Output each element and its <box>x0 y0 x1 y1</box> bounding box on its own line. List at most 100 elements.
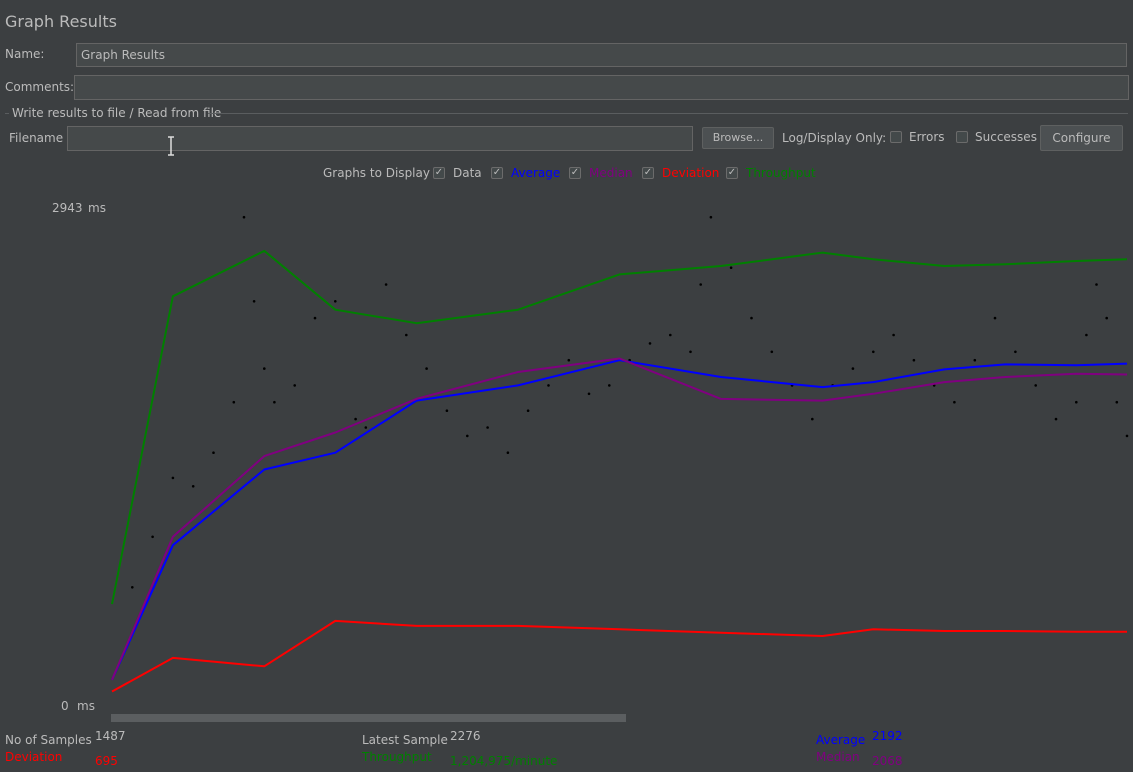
data-point <box>567 358 571 362</box>
y-axis-max: 2943 <box>52 201 83 215</box>
data-point <box>699 283 702 286</box>
y-axis-max-unit: ms <box>88 201 106 215</box>
deviation-legend-label: Deviation <box>662 166 720 180</box>
data-point <box>354 417 357 421</box>
data-point <box>892 333 895 337</box>
data-point <box>953 400 956 404</box>
data-point <box>334 300 337 303</box>
log-display-label: Log/Display Only: <box>782 131 887 145</box>
comments-input[interactable] <box>74 75 1129 100</box>
data-point <box>872 350 875 354</box>
data-point <box>151 535 154 539</box>
data-point <box>1105 316 1108 320</box>
data-point <box>912 358 916 362</box>
latest-sample-value: 2276 <box>450 729 481 743</box>
data-point <box>648 342 652 345</box>
successes-label: Successes <box>975 130 1037 144</box>
data-point <box>466 434 469 438</box>
deviation-stat-value: 695 <box>95 754 118 768</box>
data-point <box>770 350 774 354</box>
data-point <box>973 358 977 362</box>
group-border-right <box>208 113 1128 114</box>
data-point <box>608 384 611 387</box>
data-point <box>242 215 246 219</box>
data-point <box>811 417 814 421</box>
data-point <box>851 367 855 370</box>
data-point <box>506 451 510 455</box>
data-point <box>1095 283 1098 286</box>
y-axis-min: 0 <box>61 699 69 713</box>
panel-title: Graph Results <box>5 12 117 31</box>
median-stat-label: Median <box>816 750 860 764</box>
data-point <box>263 367 266 370</box>
samples-label: No of Samples <box>5 733 92 747</box>
errors-label: Errors <box>909 130 945 144</box>
errors-checkbox[interactable] <box>890 131 902 143</box>
configure-button[interactable]: Configure <box>1040 125 1123 151</box>
data-point <box>486 426 489 429</box>
data-point <box>1085 333 1088 337</box>
data-point <box>1054 417 1058 421</box>
median-stat-value: 2068 <box>872 754 903 768</box>
filename-label: Filename <box>9 131 64 145</box>
data-point <box>384 283 388 286</box>
throughput-series-line <box>111 249 1128 605</box>
data-point <box>526 409 530 413</box>
average-series-line <box>111 359 1128 681</box>
data-point <box>313 316 317 320</box>
data-point <box>729 266 733 270</box>
data-point <box>273 400 276 404</box>
throughput-legend-label: Throughput <box>746 166 816 180</box>
throughput-stat-value: 1,204,975/minute <box>450 754 558 768</box>
data-point <box>171 476 175 480</box>
comments-label: Comments: <box>5 80 75 94</box>
data-checkbox[interactable]: ✓ <box>433 167 445 179</box>
data-point <box>293 384 297 387</box>
average-checkbox[interactable]: ✓ <box>491 167 503 179</box>
data-point <box>252 300 256 303</box>
name-label: Name: <box>5 47 45 61</box>
data-point <box>1125 434 1129 438</box>
data-point <box>750 316 753 320</box>
data-point <box>131 586 134 589</box>
deviation-series-line <box>111 619 1127 693</box>
graphs-to-display-label: Graphs to Display <box>323 166 430 180</box>
name-input[interactable] <box>76 43 1127 67</box>
average-stat-label: Average <box>816 733 866 747</box>
data-point <box>547 384 550 387</box>
data-legend-label: Data <box>453 166 482 180</box>
data-point <box>364 426 368 429</box>
average-legend-label: Average <box>511 166 561 180</box>
data-point <box>212 451 215 455</box>
successes-checkbox[interactable] <box>956 131 968 143</box>
median-checkbox[interactable]: ✓ <box>569 167 581 179</box>
data-point <box>1014 350 1017 354</box>
data-point <box>191 485 195 488</box>
data-point <box>1115 400 1119 404</box>
group-border-left <box>5 113 9 114</box>
throughput-checkbox[interactable]: ✓ <box>726 167 738 179</box>
file-group-title: Write results to file / Read from file <box>12 106 222 120</box>
throughput-stat-label: Throughput <box>362 750 432 764</box>
data-point <box>709 215 713 219</box>
data-point <box>587 392 591 396</box>
median-legend-label: Median <box>589 166 633 180</box>
data-point <box>425 367 428 370</box>
data-point <box>993 316 997 320</box>
median-series-line <box>111 357 1128 681</box>
deviation-stat-label: Deviation <box>5 750 63 764</box>
data-point <box>1034 384 1037 387</box>
data-point <box>689 350 692 354</box>
deviation-checkbox[interactable]: ✓ <box>642 167 654 179</box>
average-stat-value: 2192 <box>872 729 903 743</box>
data-point <box>405 333 408 337</box>
graph-scrollbar[interactable] <box>111 714 626 722</box>
data-point <box>1075 400 1078 404</box>
data-point <box>232 400 236 404</box>
latest-sample-label: Latest Sample <box>362 733 448 747</box>
browse-button[interactable]: Browse... <box>702 127 774 149</box>
text-cursor-icon <box>168 136 174 156</box>
data-point <box>669 333 672 337</box>
y-axis-min-unit: ms <box>77 699 95 713</box>
